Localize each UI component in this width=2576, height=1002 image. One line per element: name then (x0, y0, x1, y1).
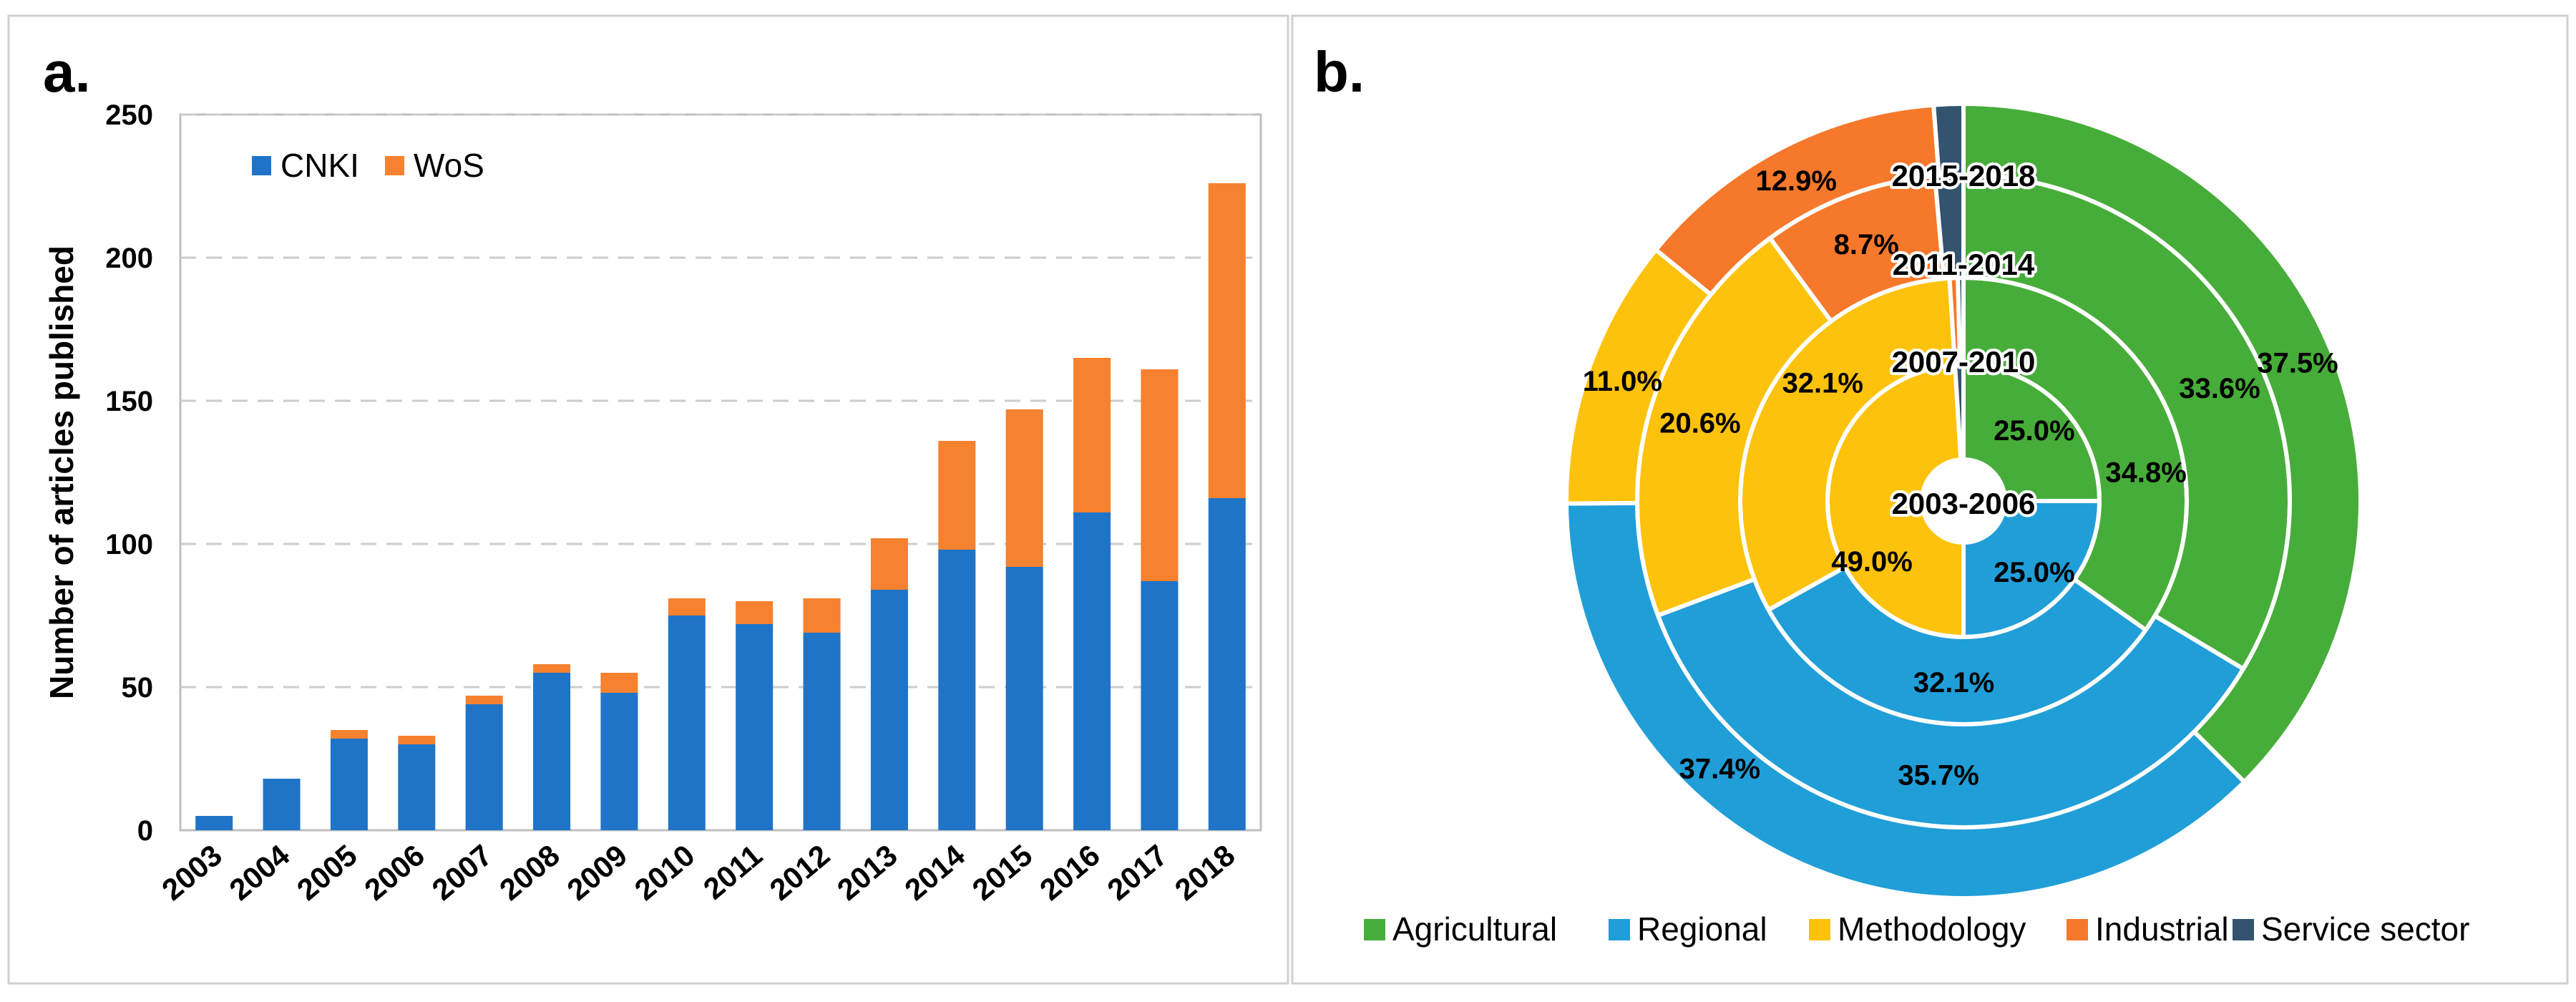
bar-cnki (1005, 567, 1043, 830)
slice-agricultural (1961, 101, 2363, 785)
bar-wos (938, 441, 976, 550)
bars (195, 183, 1246, 830)
slice-value-label: 32.1% (1913, 667, 1994, 699)
bar-wos (533, 664, 571, 673)
donut-legend: Agricultural Regional Methodology Industria… (1364, 910, 2469, 948)
bar-cnki (263, 779, 301, 830)
legend-swatch-service-sector (2233, 919, 2254, 940)
slice-regional (1563, 500, 2248, 900)
ring-title: 2007-2010 (1892, 345, 2036, 379)
bar-cnki (398, 744, 436, 830)
bar-legend: CNKI WoS (252, 147, 484, 184)
y-tick-label: 150 (105, 386, 153, 417)
slice-value-label: 34.8% (2105, 457, 2186, 488)
slice-value-label: 8.7% (1834, 229, 1899, 261)
donut-slices (1563, 101, 2363, 900)
slice-service-sector (1931, 101, 1966, 178)
bar-wos (668, 598, 706, 616)
slice-value-label: 25.0% (1994, 415, 2074, 447)
donut-chart: 25.0% 25.0% 49.0% 34.8% 32.1% 32.1% 33.6% 35.7%… (1563, 101, 2363, 900)
bar-cnki (668, 616, 706, 830)
plot-area-border (179, 113, 1262, 832)
ring-title-halo: 2003-2006 (1892, 487, 2036, 520)
bar-cnki (1208, 498, 1246, 830)
ring-title: 2015-2018 (1892, 159, 2036, 193)
bar-wos (330, 730, 368, 739)
y-tick-label: 50 (122, 672, 154, 704)
legend-label-industrial: Industrial (2095, 910, 2229, 948)
y-tick-labels: 0 50 100 150 200 250 (105, 99, 153, 847)
bar-wos (1208, 183, 1246, 498)
bar-cnki (330, 739, 368, 830)
y-tick-label: 0 (137, 815, 153, 847)
y-tick-label: 200 (105, 243, 153, 274)
legend-label-wos: WoS (414, 147, 484, 184)
panel-a-label: a. (43, 40, 91, 104)
ring-title: 2011-2014 (1893, 248, 2035, 281)
slice-value-label: 37.5% (2257, 348, 2338, 379)
slice-value-label: 20.6% (1659, 408, 1740, 439)
bar-cnki (1073, 512, 1111, 830)
bar-cnki (736, 624, 774, 830)
ring-title-halo: 2011-2014 (1893, 248, 2035, 281)
legend-swatch-industrial (2067, 919, 2088, 940)
y-axis-title: Number of articles published (43, 245, 80, 699)
legend-label-regional: Regional (1637, 910, 1767, 948)
slice-value-label: 33.6% (2179, 373, 2260, 404)
legend-swatch-agricultural (1364, 919, 1385, 940)
bar-wos (1141, 369, 1179, 581)
legend-label-cnki: CNKI (280, 147, 359, 184)
legend-label-service-sector: Service sector (2261, 910, 2469, 948)
bar-cnki (533, 673, 571, 830)
y-tick-label: 100 (105, 529, 153, 560)
legend-swatch-cnki (252, 156, 271, 175)
slice-value-label: 35.7% (1898, 759, 1979, 791)
slice-value-label: 11.0% (1583, 366, 1662, 397)
panel-b-frame (1291, 14, 2569, 985)
bar-wos (1073, 358, 1111, 512)
legend-label-agricultural: Agricultural (1392, 910, 1557, 948)
ring-title: 2003-2006 (1892, 487, 2036, 520)
bar-wos (870, 538, 908, 590)
slice-value-label: 32.1% (1782, 367, 1863, 399)
bar-wos (398, 736, 436, 744)
ring-titles: 2003-20062003-20062007-20102007-20102011… (1889, 156, 2039, 523)
bar-wos (465, 696, 503, 704)
bar-cnki (1141, 581, 1179, 830)
panel-b-label: b. (1314, 40, 1365, 104)
bar-cnki (938, 550, 976, 830)
bar-cnki (870, 590, 908, 830)
legend-swatch-wos (385, 156, 404, 175)
slice-value-label: 25.0% (1994, 557, 2074, 588)
legend-swatch-regional (1609, 919, 1630, 940)
bar-wos (736, 601, 774, 624)
panel-a-frame (7, 14, 1289, 985)
slice-value-label: 12.9% (1756, 165, 1837, 197)
legend-label-methodology: Methodology (1838, 910, 2026, 948)
donut-value-labels: 25.0% 25.0% 49.0% 34.8% 32.1% 32.1% 33.6% 35.7%… (1583, 165, 2338, 792)
ring-title-halo: 2007-2010 (1892, 345, 2036, 379)
slice-value-label: 37.4% (1679, 753, 1760, 784)
bar-cnki (195, 816, 233, 830)
slice-value-label: 49.0% (1831, 546, 1912, 578)
bar-wos (600, 673, 638, 693)
bar-wos (1005, 409, 1043, 567)
bar-cnki (600, 693, 638, 830)
bar-wos (803, 598, 841, 633)
y-tick-label: 250 (105, 99, 153, 131)
bar-cnki (465, 704, 503, 830)
legend-swatch-methodology (1809, 919, 1830, 940)
bar-cnki (803, 633, 841, 830)
ring-title-halo: 2015-2018 (1892, 159, 2036, 193)
